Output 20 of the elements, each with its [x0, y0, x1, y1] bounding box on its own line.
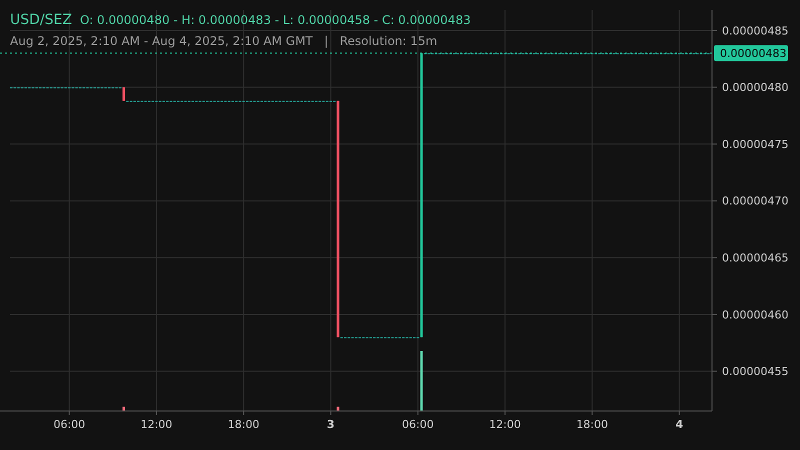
x-tick-label: 3: [326, 418, 335, 431]
x-tick-label: 4: [675, 418, 684, 431]
chart-title: USD/SEZ: [10, 12, 72, 28]
annotation: O: 0.00000480 - H: 0.00000483 - L: 0.00000458 - C: 0.00000483: [80, 13, 471, 27]
y-tick-label: 0.00000465: [722, 251, 788, 264]
x-tick-label: 12:00: [489, 418, 521, 431]
y-tick-label: 0.00000455: [722, 365, 788, 378]
y-tick-label: 0.00000475: [722, 138, 788, 151]
x-tick-label: 06:00: [53, 418, 86, 431]
candlestick: [122, 86, 126, 102]
x-tick-label: 06:00: [402, 418, 434, 431]
y-tick-label: 0.00000470: [722, 194, 788, 208]
x-tick-label: 18:00: [576, 418, 608, 431]
y-tick-label: 0.00000480: [722, 81, 788, 94]
x-tick-label: 18:00: [228, 418, 260, 431]
y-tick-label: 0.00000485: [722, 24, 788, 38]
text: Aug 2, 2025, 2:10 AM - Aug 4, 2025, 2:10 AM GMT | Resolution: 15m: [10, 34, 438, 48]
ref-line-label: 0.00000483: [720, 47, 786, 60]
x-tick-label: 12:00: [140, 418, 172, 431]
y-tick-label: 0.00000460: [722, 308, 788, 322]
